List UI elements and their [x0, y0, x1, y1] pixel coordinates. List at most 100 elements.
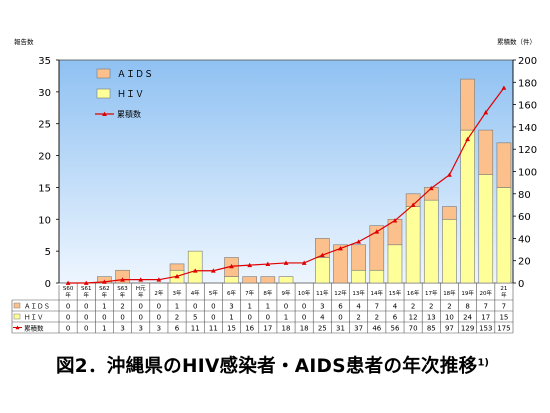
- table-cell: 6: [393, 314, 398, 322]
- table-cell: 7: [484, 303, 488, 311]
- category-label: S60: [63, 286, 74, 292]
- category-label: 年: [138, 291, 144, 299]
- cumulative-point: [410, 202, 416, 207]
- category-label: H元: [136, 285, 146, 292]
- category-label: 8年: [263, 289, 272, 297]
- table-row-label: ＨＩＶ: [24, 314, 44, 322]
- hiv-aids-chart: 0510152025303502040608010012014016018020…: [11, 37, 537, 334]
- category-label: S61: [81, 286, 92, 292]
- cumulative-point: [120, 277, 125, 282]
- cumulative-point: [483, 110, 489, 115]
- bar-hiv: [278, 276, 294, 284]
- bar-hiv: [351, 269, 366, 284]
- table-cell: 3: [120, 325, 124, 333]
- table-cell: 16: [245, 325, 254, 333]
- category-label: 15年: [389, 289, 402, 297]
- table-cell: 2: [120, 303, 124, 311]
- table-cell: 0: [102, 314, 106, 322]
- cumulative-point: [265, 261, 271, 266]
- table-cell: 25: [318, 325, 327, 333]
- category-label: 3年: [173, 289, 182, 297]
- category-label: 16年: [407, 289, 420, 297]
- category-label: 17年: [425, 289, 438, 297]
- bar-aids: [333, 244, 348, 284]
- table-cell: 0: [211, 303, 215, 311]
- bar-hiv: [405, 206, 421, 284]
- legend-label-hiv: ＨＩＶ: [117, 90, 144, 100]
- left-tick-label: 30: [38, 88, 51, 99]
- table-cell: 37: [354, 325, 363, 333]
- bar-hiv: [224, 276, 239, 284]
- right-tick-label: 120: [518, 145, 537, 156]
- table-cell: 0: [211, 314, 215, 322]
- right-tick-label: 180: [518, 78, 537, 89]
- cumulative-point: [138, 277, 144, 282]
- table-cell: 1: [266, 303, 270, 311]
- bar-aids: [315, 238, 330, 258]
- bar-hiv: [496, 187, 512, 284]
- table-cell: 18: [300, 325, 309, 333]
- left-tick-label: 35: [38, 56, 51, 67]
- table-swatch-marker: [15, 325, 20, 330]
- table-cell: 3: [157, 325, 161, 333]
- table-cell: 2: [375, 314, 379, 322]
- table-cell: 85: [427, 325, 436, 333]
- table-cell: 0: [120, 314, 124, 322]
- table-cell: 24: [463, 314, 472, 322]
- left-tick-label: 25: [38, 120, 51, 131]
- table-cell: 4: [320, 314, 325, 322]
- table-cell: 1: [284, 314, 288, 322]
- bar-aids: [351, 244, 366, 271]
- legend-label-cumulative: 累積数: [117, 109, 141, 119]
- table-cell: 175: [497, 325, 510, 333]
- cumulative-point: [392, 218, 398, 223]
- table-cell: 153: [479, 325, 492, 333]
- cumulative-point: [319, 252, 325, 258]
- table-cell: 1: [102, 303, 106, 311]
- cumulative-point: [174, 273, 180, 279]
- cumulative-point: [102, 279, 107, 284]
- table-cell: 0: [66, 303, 70, 311]
- cumulative-point: [83, 280, 89, 285]
- table-cell: 3: [320, 303, 324, 311]
- bar-aids: [242, 276, 257, 284]
- legend-label-aids: ＡＩＤＳ: [117, 70, 153, 80]
- category-label: 年: [65, 291, 71, 299]
- left-tick-label: 0: [45, 279, 51, 290]
- bar-hiv: [369, 269, 385, 284]
- table-cell: 17: [263, 325, 272, 333]
- table-cell: 11: [191, 325, 200, 333]
- figure-caption: 図2．沖縄県のHIV感染者・AIDS患者の年次推移1): [56, 352, 536, 392]
- table-cell: 3: [229, 303, 233, 311]
- table-cell: 13: [427, 314, 436, 322]
- table-cell: 3: [138, 325, 142, 333]
- table-cell: 1: [247, 303, 251, 311]
- bar-aids: [478, 129, 494, 175]
- caption-footnote-ref: 1): [477, 357, 489, 369]
- table-cell: 129: [461, 325, 474, 333]
- category-label: 20年: [480, 289, 493, 297]
- legend-marker-cumulative: [102, 111, 107, 116]
- category-label: 13年: [352, 289, 365, 297]
- table-row-label: ＡＩＤＳ: [24, 303, 50, 311]
- category-label: 9年: [282, 289, 291, 297]
- table-cell: 0: [338, 314, 342, 322]
- category-label: 2年: [154, 289, 163, 297]
- category-label: 年: [102, 291, 108, 299]
- legend-swatch-aids: [96, 68, 111, 79]
- table-cell: 0: [84, 314, 88, 322]
- table-cell: 4: [393, 303, 398, 311]
- category-label: 5年: [209, 289, 218, 297]
- caption-text: 図2．沖縄県のHIV感染者・AIDS患者の年次推移: [56, 356, 478, 377]
- cumulative-point: [301, 260, 307, 265]
- table-cell: 2: [411, 303, 415, 311]
- right-tick-label: 140: [518, 123, 537, 134]
- bar-hiv: [187, 250, 203, 284]
- table-cell: 0: [84, 303, 88, 311]
- table-cell: 46: [372, 325, 381, 333]
- axes-layer: 0 5 10 15 20 25 30 35 0 20 40 60 80 100 120 140 160 180 20…: [14, 37, 537, 299]
- table-cell: 7: [375, 303, 379, 311]
- table-cell: 15: [227, 325, 236, 333]
- cumulative-point: [447, 172, 452, 177]
